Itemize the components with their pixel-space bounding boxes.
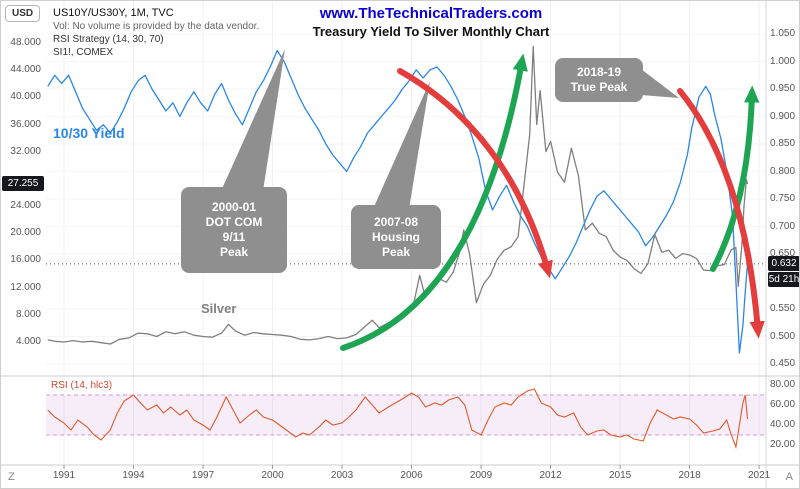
time-axis-tick: 2000 [261, 470, 284, 481]
chart-header: www.TheTechnicalTraders.com Treasury Yie… [171, 5, 691, 39]
timezone-button[interactable]: Z [8, 471, 15, 483]
time-axis-tick: 2009 [469, 470, 493, 481]
time-axis-tick: 2021 [747, 470, 771, 481]
right-axis-tick: 0.650 [770, 248, 796, 259]
symbol-label[interactable]: US10Y/US30Y, 1M, TVC [53, 7, 174, 19]
silver-price-badge: 27.255 [2, 175, 44, 191]
rsi-indicator-label[interactable]: RSI (14, hlc3) [51, 380, 113, 391]
right-axis-tick: 0.950 [770, 83, 796, 94]
right-axis-tick: 0.450 [770, 358, 796, 369]
right-axis-tick: 0.850 [770, 138, 796, 149]
yield-series-label: 10/30 Yield [53, 125, 125, 141]
time-axis-tick: 2006 [400, 470, 423, 481]
callout-housing-peak[interactable]: 2007-08 Housing Peak [351, 205, 441, 269]
callout-dotcom-peak[interactable]: 2000-01 DOT COM 9/11 Peak [181, 187, 287, 273]
right-axis-tick: 0.750 [770, 193, 796, 204]
trend-arrow[interactable] [677, 88, 765, 339]
time-axis-tick: 1991 [52, 470, 76, 481]
left-axis-tick: 48.000 [10, 37, 41, 48]
rsi-axis-tick: 60.00 [770, 399, 796, 410]
right-axis-tick: 0.500 [770, 330, 796, 342]
autoscale-button[interactable]: A [785, 471, 793, 483]
silver-symbol-label[interactable]: SI1!, COMEX [53, 47, 114, 58]
silver-series-label: Silver [201, 301, 237, 316]
right-axis-tick: 1.050 [770, 28, 796, 39]
left-axis-tick: 20.000 [10, 227, 41, 239]
left-axis-tick: 24.000 [10, 200, 41, 212]
strategy-label[interactable]: RSI Strategy (14, 30, 70) [53, 34, 164, 45]
rsi-series-path [47, 388, 749, 450]
bar-countdown-badge: 5d 21h [768, 271, 800, 287]
right-axis-tick: 0.800 [770, 165, 796, 177]
left-axis-tick: 12.000 [10, 281, 41, 293]
callout-pointer [373, 81, 430, 209]
rsi-axis-tick: 40.00 [770, 419, 796, 430]
time-axis-tick: 2015 [608, 470, 632, 481]
right-axis-tick: 0.550 [770, 303, 796, 314]
chart-legend: US10Y/US30Y, 1M, TVC Vol: No volume is p… [53, 6, 259, 59]
rsi-band [46, 395, 766, 435]
time-axis-tick: 2003 [330, 470, 354, 481]
time-axis-tick: 2018 [678, 470, 701, 481]
left-axis-tick: 8.000 [15, 308, 41, 320]
rsi-axis-tick: 80.00 [770, 379, 796, 390]
callout-pointer [641, 69, 679, 98]
trend-arrow[interactable] [397, 68, 553, 279]
callout-true-peak[interactable]: 2018-19 True Peak [555, 58, 643, 102]
right-axis-tick: 1.000 [770, 55, 796, 67]
callout-pointer [221, 49, 285, 191]
volume-note: Vol: No volume is provided by the data v… [53, 21, 260, 32]
right-axis-tick: 0.900 [770, 110, 796, 122]
currency-scale-button[interactable]: USD [5, 5, 41, 22]
left-axis-tick: 40.000 [10, 91, 41, 103]
left-axis-tick: 32.000 [10, 145, 41, 157]
left-axis-tick: 4.000 [15, 335, 41, 347]
time-axis-tick: 1994 [122, 470, 145, 481]
website-title: www.TheTechnicalTraders.com [319, 5, 543, 22]
rsi-axis-tick: 20.00 [770, 439, 796, 450]
right-axis-tick: 0.700 [770, 220, 796, 232]
trend-arrow[interactable] [710, 85, 760, 272]
page-title: Treasury Yield To Silver Monthly Chart [312, 24, 550, 39]
left-axis-tick: 36.000 [10, 118, 41, 130]
trend-arrow[interactable] [340, 53, 528, 351]
left-axis-tick: 44.000 [10, 64, 41, 76]
left-axis-tick: 16.000 [10, 254, 41, 266]
time-axis-tick: 1997 [191, 470, 215, 481]
time-axis-tick: 2012 [539, 470, 562, 481]
ratio-price-badge: 0.632 [768, 255, 799, 271]
